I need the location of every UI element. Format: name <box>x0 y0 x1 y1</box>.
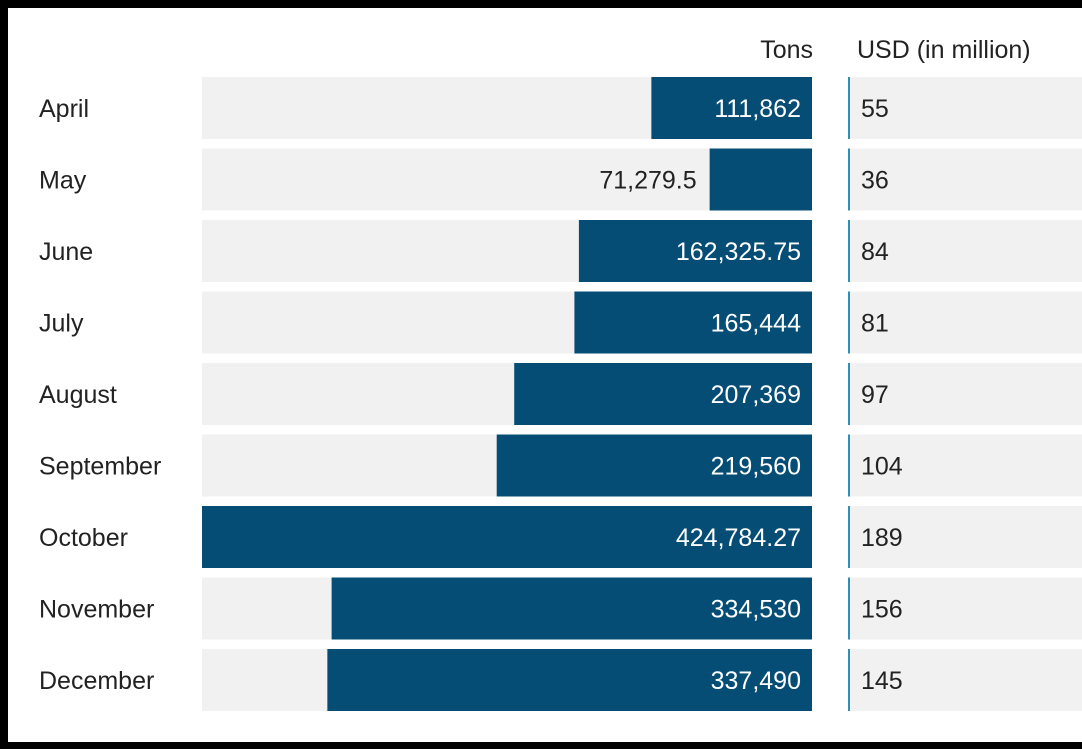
usd-cell <box>848 577 1082 640</box>
usd-value-label: 84 <box>861 238 889 266</box>
month-label: September <box>39 453 161 481</box>
month-label: December <box>39 667 154 695</box>
usd-value-label: 81 <box>861 310 889 338</box>
usd-accent-bar <box>848 291 850 354</box>
tons-bar <box>202 506 812 568</box>
usd-accent-bar <box>848 220 850 282</box>
tons-bar <box>651 77 812 139</box>
usd-cell <box>848 506 1082 568</box>
usd-accent-bar <box>848 363 850 425</box>
tons-column-header: Tons <box>760 36 813 64</box>
tons-bar <box>709 148 812 211</box>
tons-value-label: 337,490 <box>711 667 801 695</box>
month-label: November <box>39 596 154 624</box>
usd-accent-bar <box>848 77 850 139</box>
month-label: June <box>39 238 93 266</box>
month-label: July <box>39 310 84 338</box>
chart-frame: Tons USD (in million) April 111,862 55 May 7… <box>8 8 1082 742</box>
usd-cell <box>848 148 1082 211</box>
tons-value-label: 219,560 <box>711 453 801 481</box>
tons-value-label: 207,369 <box>711 381 801 409</box>
usd-cell <box>848 434 1082 497</box>
usd-accent-bar <box>848 577 850 640</box>
tons-bar <box>496 434 812 497</box>
usd-cell <box>848 220 1082 282</box>
usd-cell <box>848 363 1082 425</box>
tons-value-label: 162,325.75 <box>676 238 801 266</box>
usd-value-label: 97 <box>861 381 889 409</box>
usd-accent-bar <box>848 649 850 711</box>
month-label: April <box>39 95 89 123</box>
tons-bar <box>327 649 812 711</box>
month-label: October <box>39 524 128 552</box>
usd-accent-bar <box>848 148 850 211</box>
tons-value-label: 424,784.27 <box>676 524 801 552</box>
usd-cell <box>848 77 1082 139</box>
usd-value-label: 104 <box>861 453 903 481</box>
tons-bar <box>331 577 812 640</box>
usd-value-label: 156 <box>861 596 903 624</box>
usd-accent-bar <box>848 506 850 568</box>
month-label: August <box>39 381 117 409</box>
usd-value-label: 145 <box>861 667 903 695</box>
tons-value-label: 71,279.5 <box>599 167 696 195</box>
month-label: May <box>39 167 87 195</box>
bar-chart: Tons USD (in million) April 111,862 55 May 7… <box>39 36 1082 711</box>
usd-cell <box>848 291 1082 354</box>
tons-value-label: 165,444 <box>711 310 801 338</box>
usd-accent-bar <box>848 434 850 497</box>
tons-bar <box>574 291 812 354</box>
usd-column-header: USD (in million) <box>857 36 1031 64</box>
usd-cell <box>848 649 1082 711</box>
tons-bar <box>578 220 812 282</box>
chart-rows: April 111,862 55 May 71,279.5 36 June 162,325.7… <box>39 77 1082 711</box>
tons-bar <box>514 363 812 425</box>
usd-value-label: 36 <box>861 167 889 195</box>
tons-value-label: 334,530 <box>711 596 801 624</box>
usd-value-label: 189 <box>861 524 903 552</box>
usd-value-label: 55 <box>861 95 889 123</box>
tons-value-label: 111,862 <box>714 95 801 123</box>
